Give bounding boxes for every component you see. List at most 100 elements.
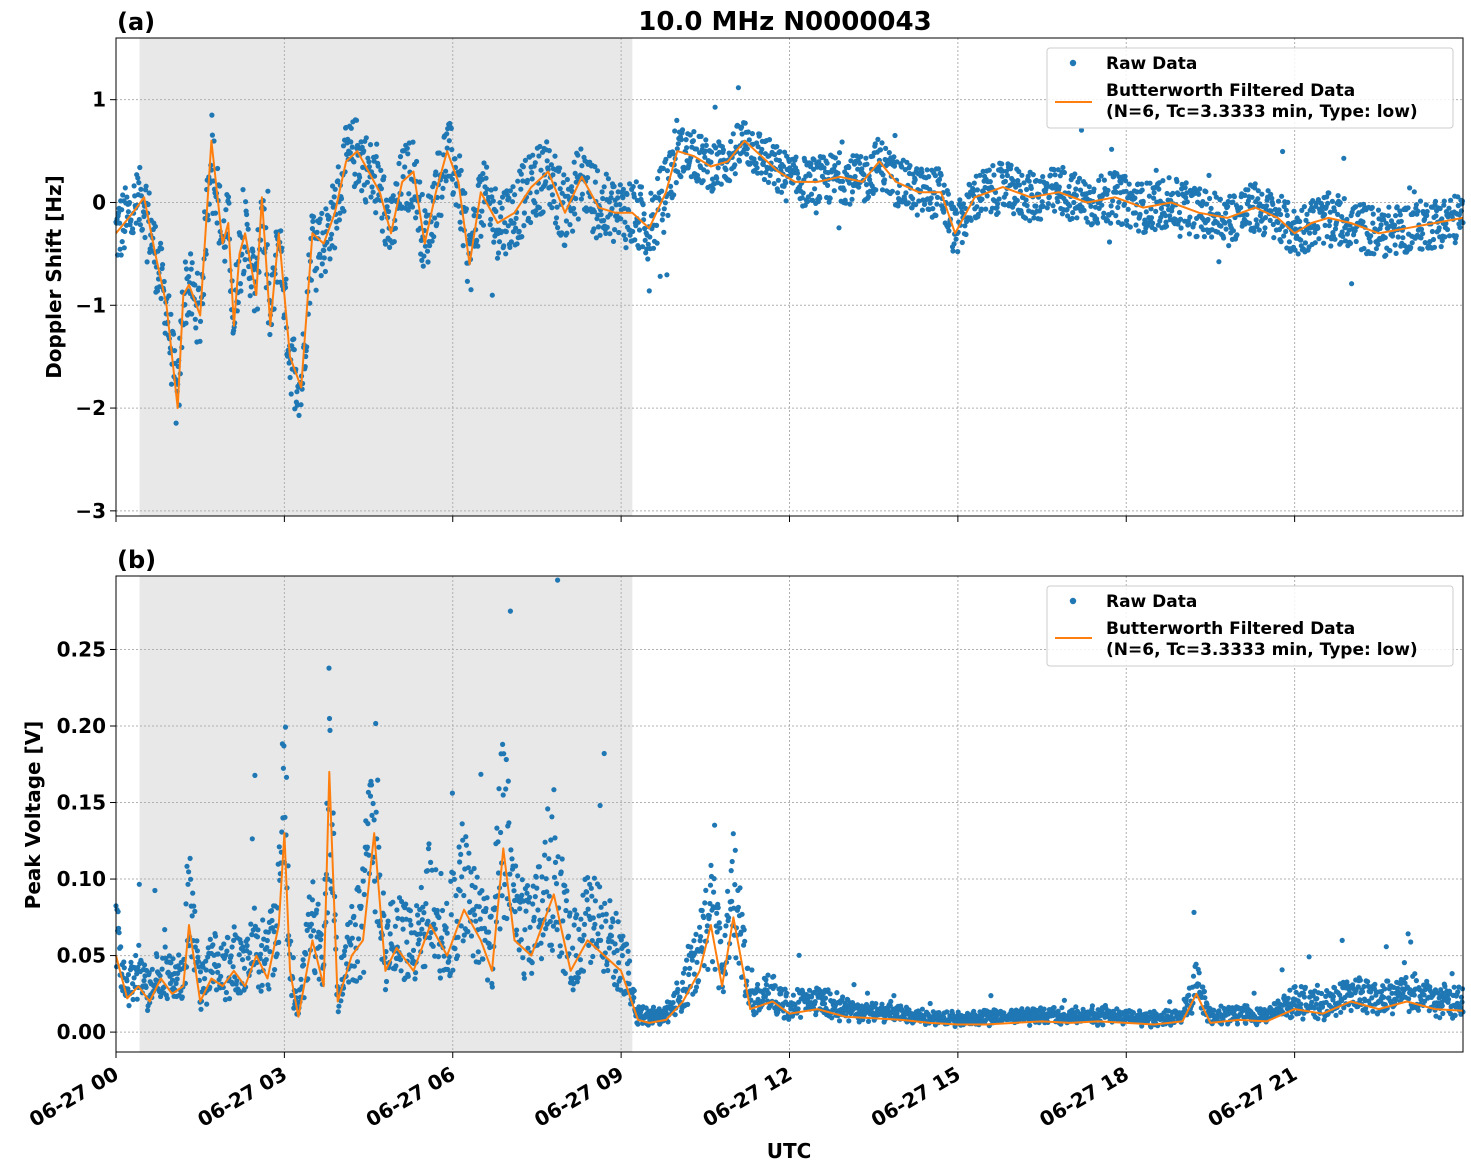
raw-point-a (170, 331, 177, 337)
raw-point-a (443, 178, 449, 184)
raw-point-b (164, 995, 170, 1002)
raw-point-a (404, 200, 410, 207)
raw-point-a (847, 201, 853, 207)
raw-point-b (400, 926, 406, 932)
raw-point-a (192, 282, 198, 288)
raw-point-a (1441, 198, 1447, 204)
raw-point-a (536, 205, 543, 211)
raw-point-b (1186, 992, 1192, 998)
raw-point-a (1221, 235, 1227, 241)
raw-point-b (381, 912, 387, 919)
raw-point-a (414, 158, 420, 165)
raw-point-b (474, 874, 480, 880)
raw-point-a (712, 104, 718, 110)
raw-point-a (1199, 203, 1205, 209)
raw-point-a (1234, 232, 1240, 238)
raw-point-a (753, 160, 759, 166)
raw-point-b (522, 927, 528, 933)
raw-point-a (197, 338, 203, 344)
raw-point-a (1143, 209, 1149, 215)
raw-point-b (370, 800, 376, 807)
raw-point-a (636, 227, 643, 233)
raw-point-b (570, 945, 576, 951)
raw-point-a (914, 212, 920, 218)
raw-point-a (674, 146, 680, 152)
raw-point-a (1122, 201, 1128, 207)
raw-point-a (662, 200, 669, 206)
raw-point-b (259, 982, 265, 988)
raw-point-a (627, 232, 633, 238)
raw-point-a (841, 187, 847, 193)
raw-point-b (581, 921, 588, 928)
raw-point-b (326, 665, 332, 671)
raw-point-b (615, 919, 621, 925)
raw-point-a (186, 274, 192, 280)
raw-point-a (1269, 195, 1275, 201)
raw-point-a (283, 276, 289, 282)
raw-point-a (663, 156, 669, 162)
raw-point-b (207, 936, 213, 943)
raw-point-a (323, 206, 329, 212)
raw-point-a (1039, 199, 1045, 205)
raw-point-a (406, 191, 412, 197)
raw-point-a (808, 161, 814, 167)
raw-point-b (480, 956, 486, 962)
raw-point-a (1207, 195, 1213, 202)
raw-point-b (336, 1003, 342, 1009)
raw-point-b (459, 821, 465, 827)
raw-point-a (543, 179, 549, 185)
raw-point-a (369, 184, 375, 190)
raw-point-a (331, 194, 337, 200)
raw-point-a (463, 206, 469, 212)
raw-point-b (575, 975, 581, 981)
raw-point-a (933, 212, 939, 219)
raw-point-a (599, 189, 605, 195)
raw-point-b (1318, 990, 1325, 997)
raw-point-b (741, 927, 747, 933)
raw-point-a (347, 150, 353, 156)
raw-point-a (119, 207, 125, 213)
raw-point-a (593, 235, 600, 241)
raw-point-a (139, 226, 145, 232)
raw-point-b (1167, 999, 1173, 1005)
raw-point-a (1175, 191, 1182, 198)
raw-point-a (529, 176, 535, 182)
raw-point-a (1339, 229, 1345, 235)
raw-point-b (373, 720, 379, 727)
raw-point-a (657, 273, 663, 279)
raw-point-b (215, 969, 221, 975)
raw-point-a (484, 164, 490, 170)
raw-point-a (1297, 218, 1303, 225)
raw-point-b (1100, 1022, 1106, 1028)
raw-point-b (437, 975, 443, 981)
raw-point-a (1325, 200, 1331, 206)
raw-point-a (1394, 204, 1400, 210)
raw-point-a (708, 149, 715, 155)
legend-a-box (1046, 47, 1454, 129)
raw-point-b (1051, 1005, 1057, 1011)
raw-point-a (378, 186, 384, 192)
raw-point-a (126, 199, 133, 206)
raw-point-b (375, 777, 381, 783)
raw-point-a (1329, 198, 1335, 204)
raw-point-a (375, 163, 381, 169)
raw-point-a (601, 217, 607, 224)
raw-point-a (520, 164, 527, 170)
raw-point-b (466, 850, 472, 856)
raw-point-a (1025, 173, 1031, 179)
raw-point-a (877, 147, 884, 153)
raw-point-a (221, 218, 227, 224)
raw-point-a (498, 214, 504, 220)
raw-point-a (1324, 194, 1330, 200)
raw-point-a (494, 255, 501, 261)
raw-point-a (816, 159, 822, 165)
raw-point-a (905, 200, 912, 206)
raw-point-b (367, 793, 374, 799)
raw-point-a (1392, 242, 1398, 248)
raw-point-a (370, 189, 376, 195)
raw-point-a (291, 336, 297, 342)
raw-point-a (559, 230, 565, 236)
raw-point-a (664, 272, 670, 278)
raw-point-a (1340, 233, 1346, 239)
raw-point-b (449, 790, 455, 796)
